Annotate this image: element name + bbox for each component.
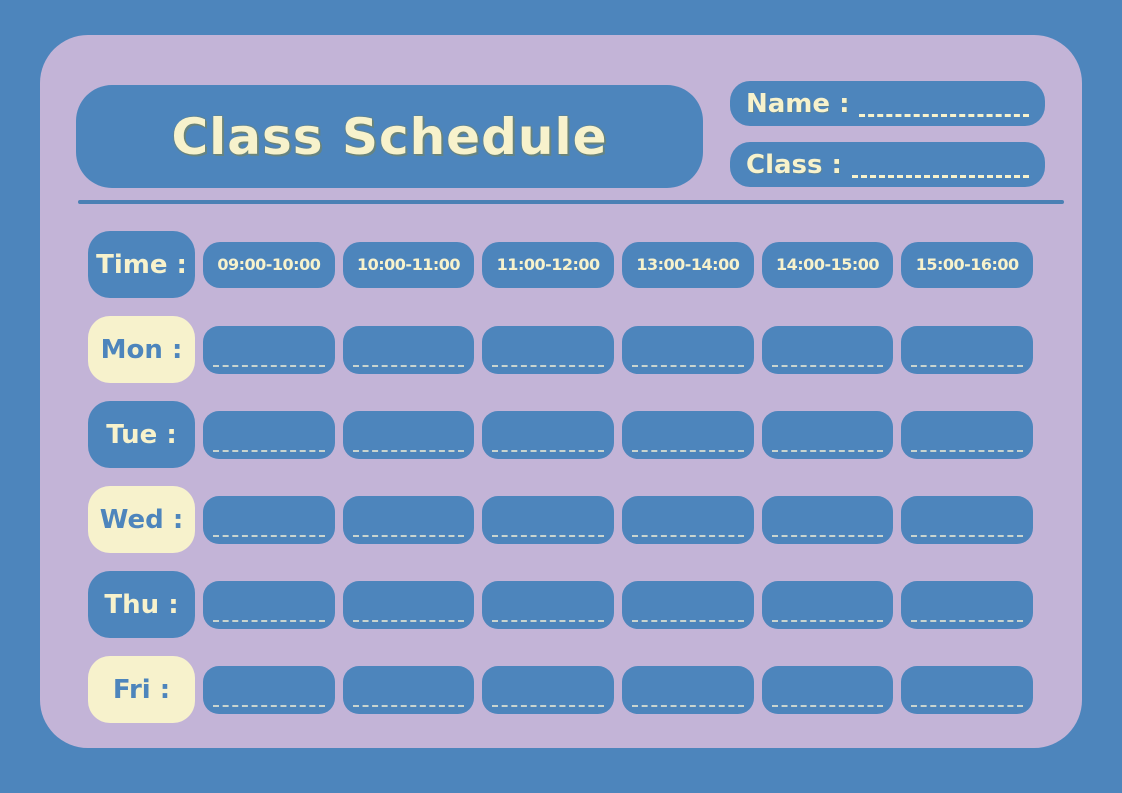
time-slot-1: 09:00-10:00	[203, 241, 335, 288]
write-line	[352, 364, 465, 367]
schedule-row-wed: Wed :	[88, 486, 1034, 553]
write-line	[352, 619, 465, 622]
write-line	[352, 534, 465, 537]
day-label-fri: Fri :	[88, 656, 195, 723]
write-line	[911, 619, 1024, 622]
time-slot-4: 13:00-14:00	[622, 241, 754, 288]
schedule-row-fri: Fri :	[88, 656, 1034, 723]
schedule-cell-wed-6[interactable]	[901, 495, 1034, 544]
schedule-cell-wed-1[interactable]	[203, 495, 335, 544]
write-line	[632, 364, 744, 367]
schedule-cell-fri-2[interactable]	[342, 665, 475, 714]
schedule-cell-thu-3[interactable]	[482, 580, 615, 629]
write-line	[492, 364, 605, 367]
page-title: Class Schedule	[171, 107, 608, 166]
schedule-cell-thu-6[interactable]	[901, 580, 1034, 629]
time-header-row: Time : 09:00-10:00 10:00-11:00 11:00-12:…	[88, 231, 1034, 298]
day-label-mon: Mon :	[88, 316, 195, 383]
write-line	[492, 534, 605, 537]
write-line	[213, 704, 325, 707]
schedule-cell-mon-5[interactable]	[761, 325, 894, 374]
schedule-row-thu: Thu :	[88, 571, 1034, 638]
write-line	[492, 619, 605, 622]
class-input-line[interactable]	[851, 175, 1029, 178]
schedule-cell-wed-5[interactable]	[761, 495, 894, 544]
day-label-wed: Wed :	[88, 486, 195, 553]
day-label-thu: Thu :	[88, 571, 195, 638]
write-line	[911, 364, 1024, 367]
schedule-cell-wed-2[interactable]	[342, 495, 475, 544]
schedule-cell-thu-5[interactable]	[761, 580, 894, 629]
schedule-cell-thu-4[interactable]	[622, 580, 754, 629]
name-field-label: Name :	[746, 88, 850, 119]
write-line	[213, 534, 325, 537]
write-line	[213, 449, 325, 452]
schedule-cell-fri-6[interactable]	[901, 665, 1034, 714]
schedule-row-mon: Mon :	[88, 316, 1034, 383]
time-slot-2: 10:00-11:00	[342, 241, 475, 288]
schedule-cell-mon-4[interactable]	[622, 325, 754, 374]
write-line	[632, 449, 744, 452]
schedule-cell-tue-6[interactable]	[901, 410, 1034, 459]
schedule-cell-tue-3[interactable]	[482, 410, 615, 459]
write-line	[492, 449, 605, 452]
schedule-cell-thu-1[interactable]	[203, 580, 335, 629]
class-field-label: Class :	[746, 149, 842, 180]
write-line	[911, 704, 1024, 707]
schedule-cell-wed-4[interactable]	[622, 495, 754, 544]
schedule-cell-mon-3[interactable]	[482, 325, 615, 374]
write-line	[632, 534, 744, 537]
write-line	[911, 534, 1024, 537]
schedule-row-tue: Tue :	[88, 401, 1034, 468]
name-input-line[interactable]	[859, 114, 1029, 117]
title-banner: Class Schedule	[76, 85, 703, 188]
time-slot-6: 15:00-16:00	[901, 241, 1034, 288]
schedule-cell-tue-4[interactable]	[622, 410, 754, 459]
schedule-cell-fri-3[interactable]	[482, 665, 615, 714]
time-slot-5: 14:00-15:00	[761, 241, 894, 288]
write-line	[771, 449, 884, 452]
write-line	[632, 704, 744, 707]
write-line	[632, 619, 744, 622]
write-line	[213, 619, 325, 622]
header-divider	[78, 200, 1064, 204]
schedule-cell-wed-3[interactable]	[482, 495, 615, 544]
time-slot-3: 11:00-12:00	[482, 241, 615, 288]
schedule-cell-mon-6[interactable]	[901, 325, 1034, 374]
schedule-grid: Time : 09:00-10:00 10:00-11:00 11:00-12:…	[88, 231, 1034, 723]
schedule-cell-tue-2[interactable]	[342, 410, 475, 459]
write-line	[771, 364, 884, 367]
write-line	[352, 704, 465, 707]
schedule-cell-mon-2[interactable]	[342, 325, 475, 374]
write-line	[771, 704, 884, 707]
schedule-card: Class Schedule Name : Class : Time : 09:…	[40, 35, 1082, 748]
class-field[interactable]: Class :	[730, 142, 1045, 187]
write-line	[771, 534, 884, 537]
write-line	[771, 619, 884, 622]
time-row-label: Time :	[88, 231, 195, 298]
schedule-cell-thu-2[interactable]	[342, 580, 475, 629]
schedule-cell-fri-4[interactable]	[622, 665, 754, 714]
schedule-cell-tue-5[interactable]	[761, 410, 894, 459]
write-line	[352, 449, 465, 452]
schedule-cell-mon-1[interactable]	[203, 325, 335, 374]
schedule-cell-tue-1[interactable]	[203, 410, 335, 459]
write-line	[911, 449, 1024, 452]
write-line	[492, 704, 605, 707]
schedule-cell-fri-1[interactable]	[203, 665, 335, 714]
schedule-cell-fri-5[interactable]	[761, 665, 894, 714]
name-field[interactable]: Name :	[730, 81, 1045, 126]
write-line	[213, 364, 325, 367]
day-label-tue: Tue :	[88, 401, 195, 468]
